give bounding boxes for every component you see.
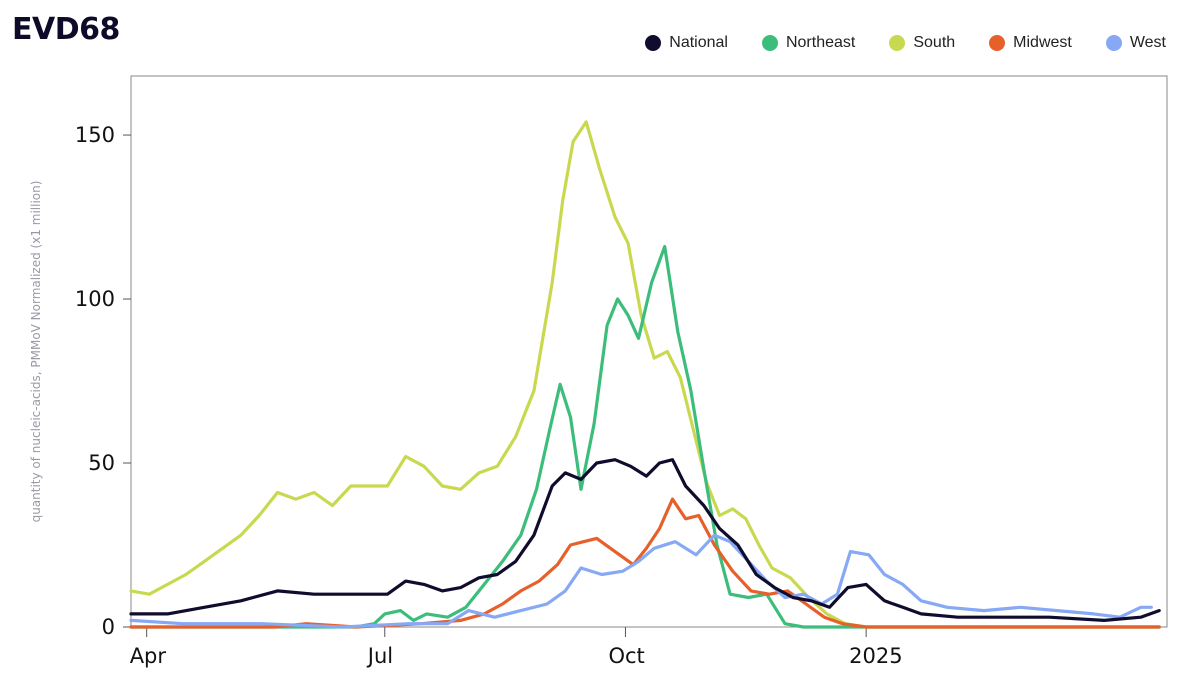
plot-area [130, 75, 1168, 628]
y-axis-label: quantity of nucleic-acids, PMMoV Normali… [29, 181, 43, 523]
legend-item-national[interactable]: National [645, 34, 728, 52]
series-line-northeast [129, 244, 1161, 629]
legend-swatch-west [1105, 35, 1122, 51]
legend-item-south[interactable]: South [889, 34, 955, 52]
x-tick-label: Apr [130, 644, 167, 668]
chart-title: EVD68 [12, 12, 120, 47]
x-tick-label: Oct [608, 644, 644, 668]
series-line-west [129, 533, 1153, 629]
legend-swatch-national [645, 35, 662, 51]
series-line-national [129, 458, 1161, 622]
y-tick-label: 100 [75, 287, 115, 311]
legend-item-northeast[interactable]: Northeast [761, 34, 856, 52]
legend-swatch-south [889, 35, 906, 51]
y-tick-label: 50 [88, 451, 115, 475]
legend-item-west[interactable]: West [1105, 34, 1166, 52]
legend-label: Midwest [1013, 34, 1072, 51]
legend-item-midwest[interactable]: Midwest [989, 34, 1072, 52]
legend-swatch-midwest [989, 35, 1006, 51]
y-tick-label: 150 [75, 123, 115, 147]
legend-label: West [1129, 34, 1166, 51]
legend-label: South [913, 34, 956, 51]
series-line-south [129, 120, 1161, 629]
legend-swatch-northeast [761, 35, 778, 51]
chart-legend: National Northeast South Midwest West [645, 34, 1166, 52]
x-tick-label: Jul [366, 644, 393, 668]
legend-label: National [669, 34, 728, 51]
legend-label: Northeast [785, 34, 856, 51]
y-tick-label: 0 [102, 615, 115, 639]
x-tick-label: 2025 [849, 644, 902, 668]
